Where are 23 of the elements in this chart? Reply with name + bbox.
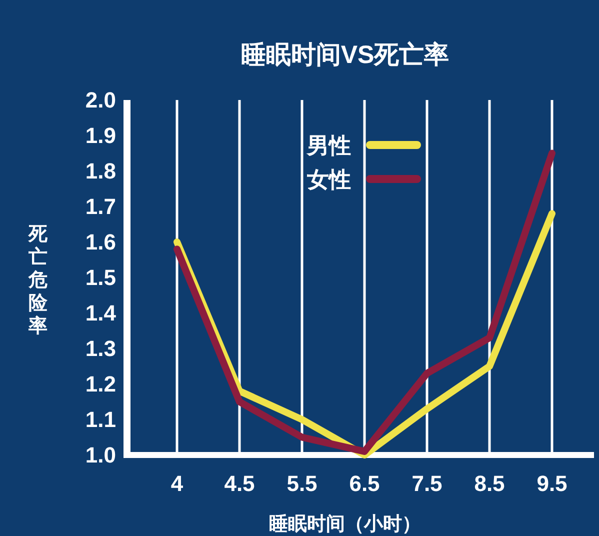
y-axis-title: 死亡危险率 <box>28 224 48 337</box>
x-tick-label: 7.5 <box>412 471 442 496</box>
y-tick-label: 1.9 <box>85 123 116 148</box>
x-tick-label: 6.5 <box>349 471 380 496</box>
y-tick-label: 1.5 <box>85 265 116 290</box>
x-tick-label: 8.5 <box>474 471 505 496</box>
x-tick-label: 4.5 <box>224 471 255 496</box>
y-tick-label: 1.0 <box>85 442 116 468</box>
y-tick-label: 1.7 <box>85 194 116 219</box>
y-tick-label: 1.4 <box>85 300 117 326</box>
y-tick-label: 1.2 <box>85 372 116 396</box>
chart-title: 睡眠时间VS死亡率 <box>240 41 450 69</box>
y-tick-label: 1.3 <box>85 336 116 361</box>
x-tick-label: 9.5 <box>536 471 568 496</box>
legend-label: 男性 <box>306 132 351 158</box>
x-tick-label: 4 <box>170 471 184 496</box>
y-tick-label: 1.1 <box>85 407 116 432</box>
y-tick-label: 2.0 <box>85 88 116 112</box>
x-tick-label: 5.5 <box>286 471 318 496</box>
x-axis-title: 睡眠时间（小时） <box>269 513 421 535</box>
y-tick-label: 1.8 <box>85 158 116 184</box>
y-tick-label: 1.6 <box>85 230 116 254</box>
legend-label: 女性 <box>306 166 351 192</box>
